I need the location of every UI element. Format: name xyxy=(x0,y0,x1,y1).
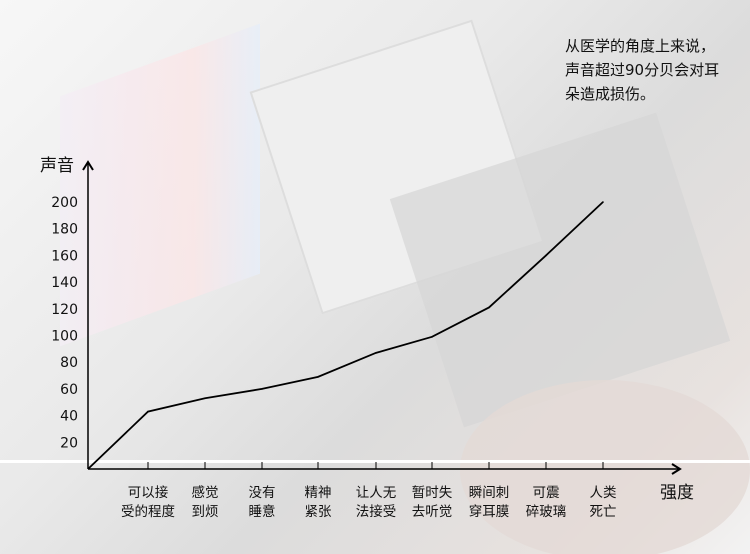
y-tick-label: 60 xyxy=(60,382,78,398)
data-point xyxy=(261,388,263,390)
x-tick-label: 睡意 xyxy=(249,503,276,520)
x-tick-label: 瞬间刺 xyxy=(469,485,510,501)
data-point xyxy=(545,254,547,257)
annotation-line: 朵造成损伤。 xyxy=(565,85,656,103)
data-point xyxy=(375,352,377,354)
y-tick-label: 140 xyxy=(51,275,78,291)
axis-highlight xyxy=(0,460,750,463)
x-tick-label: 可震 xyxy=(533,485,561,501)
x-axis-label: 强度 xyxy=(660,483,694,503)
y-tick-label: 180 xyxy=(51,222,78,238)
x-tick-label: 暂时失 xyxy=(412,485,453,501)
background-hand xyxy=(460,380,750,554)
y-tick-label: 40 xyxy=(60,409,78,425)
data-point xyxy=(431,336,433,338)
data-point xyxy=(317,376,319,378)
x-axis-arrow xyxy=(671,463,682,475)
x-tick-label: 碎玻璃 xyxy=(526,503,567,520)
x-tick-label: 可以接 xyxy=(128,484,169,501)
x-tick-label: 精神 xyxy=(305,485,332,501)
y-axis-arrow xyxy=(82,160,94,171)
x-tick-label: 紧张 xyxy=(305,504,332,520)
annotation-text: 从医学的角度上来说， 声音超过90分贝会对耳 朵造成损伤。 xyxy=(565,34,745,106)
x-tick-label: 感觉 xyxy=(192,484,219,501)
data-point xyxy=(204,397,206,400)
x-tick-label: 死亡 xyxy=(590,504,617,520)
data-point xyxy=(488,306,490,309)
annotation-line: 声音超过90分贝会对耳 xyxy=(565,61,720,79)
x-tick-label: 去听觉 xyxy=(412,504,453,520)
y-tick-label: 200 xyxy=(51,195,78,211)
y-tick-label: 20 xyxy=(60,435,78,451)
data-line xyxy=(87,201,604,470)
y-tick-label: 100 xyxy=(51,329,78,345)
data-point xyxy=(602,201,604,203)
x-tick-label: 穿耳膜 xyxy=(469,504,510,520)
annotation-line: 从医学的角度上来说， xyxy=(565,37,716,55)
y-axis-label: 声音 xyxy=(40,156,74,176)
data-point xyxy=(147,410,149,413)
x-tick-label: 到烦 xyxy=(192,504,219,520)
x-tick-label: 人类 xyxy=(590,485,617,501)
y-tick-label: 120 xyxy=(51,302,78,318)
x-tick-label: 受的程度 xyxy=(121,504,175,520)
y-tick-label: 160 xyxy=(51,248,78,264)
x-tick-label: 让人无 xyxy=(356,485,397,501)
y-tick-label: 80 xyxy=(60,355,78,371)
x-tick-label: 法接受 xyxy=(356,503,397,520)
x-tick-label: 没有 xyxy=(249,485,276,501)
